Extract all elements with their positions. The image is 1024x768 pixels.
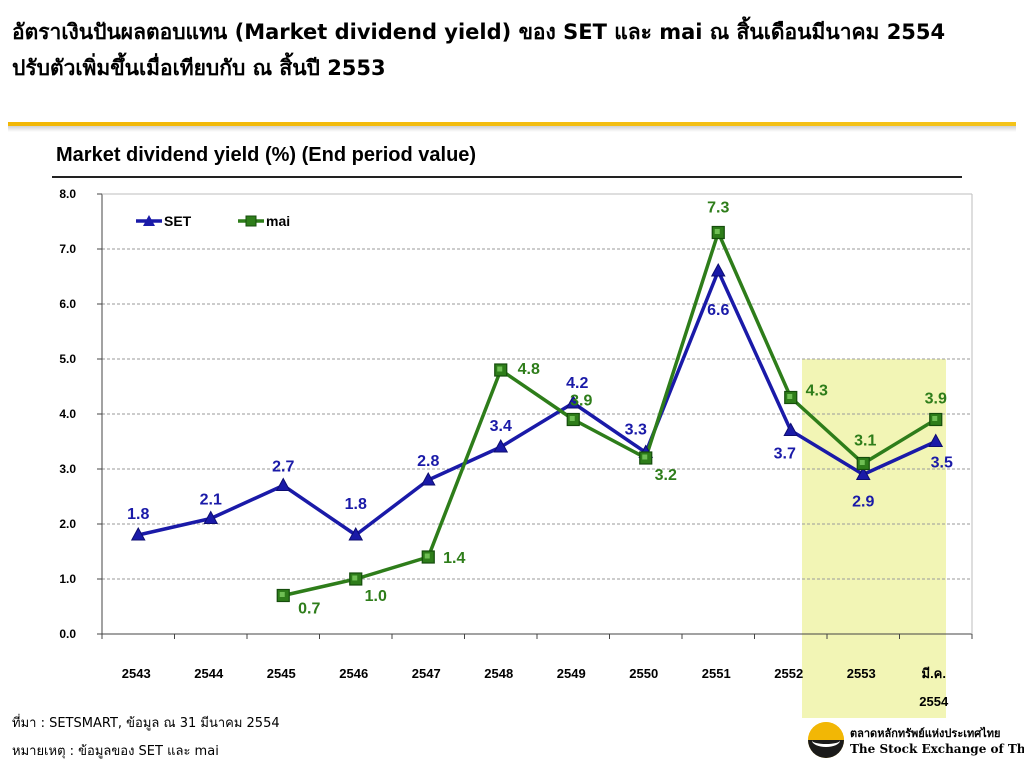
mai-point-marker-highlight — [787, 394, 793, 399]
set-data-label: 1.8 — [345, 496, 367, 513]
set-point-marker — [130, 526, 146, 541]
mai-data-label: 4.8 — [518, 361, 540, 378]
mai-point-marker-highlight — [642, 454, 648, 460]
set-logo-emblem-icon — [808, 722, 844, 758]
mai-data-label: 4.3 — [806, 383, 828, 400]
set-data-label: 3.3 — [625, 422, 647, 439]
x-tick-label: 2549 — [557, 666, 586, 681]
set-point-marker — [783, 422, 799, 436]
mai-point-marker-highlight — [424, 553, 430, 559]
set-point-marker — [348, 526, 364, 541]
mai-data-label: 3.9 — [570, 393, 592, 410]
set-data-label: 3.4 — [490, 418, 512, 435]
set-point-marker — [493, 438, 509, 453]
set-data-label: 2.8 — [417, 453, 439, 470]
set-data-label: 3.5 — [931, 455, 953, 472]
x-tick-label: 2553 — [847, 666, 876, 681]
set-data-label: 3.7 — [774, 446, 796, 463]
mai-data-label: 0.7 — [298, 601, 320, 618]
set-logo: ตลาดหลักทรัพย์แห่งประเทศไทย The Stock Ex… — [808, 718, 1024, 766]
mai-point-marker-highlight — [497, 366, 503, 372]
y-tick-label: 3.0 — [59, 462, 76, 476]
y-tick-label: 0.0 — [59, 627, 76, 641]
x-tick-label: มี.ค. 2554 — [919, 666, 949, 709]
y-tick-label: 1.0 — [59, 572, 76, 586]
x-tick-label: 2546 — [339, 666, 368, 681]
set-point-marker — [855, 466, 871, 480]
y-tick-label: 7.0 — [59, 242, 76, 256]
mai-point-marker-highlight — [352, 575, 358, 581]
legend-marker-set — [143, 215, 155, 226]
mai-data-label: 3.1 — [854, 433, 876, 450]
set-point-marker — [275, 477, 291, 491]
series-line-mai — [282, 230, 937, 598]
mai-data-label: 7.3 — [707, 200, 729, 217]
mai-data-label: 3.2 — [655, 467, 677, 484]
mai-point-marker-highlight — [279, 592, 285, 597]
set-point-marker — [928, 433, 944, 447]
set-data-label: 2.1 — [200, 492, 222, 509]
set-point-marker — [420, 471, 436, 486]
mai-data-label: 1.0 — [365, 588, 387, 605]
y-tick-label: 4.0 — [59, 407, 76, 421]
x-tick-label: 2543 — [122, 666, 151, 681]
set-data-label: 2.7 — [272, 459, 294, 476]
mai-point-marker-highlight — [569, 416, 575, 421]
headline-divider-shadow — [8, 126, 1016, 132]
x-tick-label: 2550 — [629, 666, 658, 681]
mai-point-marker-highlight — [714, 229, 720, 234]
set-data-label: 1.8 — [127, 506, 149, 523]
x-tick-label: 2552 — [774, 666, 803, 681]
series-line-set — [137, 269, 937, 537]
set-point-marker — [565, 394, 581, 409]
source-note: ที่มา : SETSMART, ข้อมูล ณ 31 มีนาคม 255… — [12, 716, 280, 731]
headline-divider — [8, 122, 1016, 126]
remark-note: หมายเหตุ : ข้อมูลของ SET และ mai — [12, 744, 219, 759]
set-data-label: 4.2 — [566, 375, 588, 392]
logo-thai-name: ตลาดหลักทรัพย์แห่งประเทศไทย — [850, 727, 1001, 740]
y-tick-label: 5.0 — [59, 352, 76, 366]
highlight-band — [802, 359, 946, 718]
mai-point-marker-highlight — [932, 416, 938, 421]
legend-marker-mai — [245, 215, 257, 227]
mai-point-marker-highlight — [859, 460, 865, 465]
x-tick-label: 2544 — [194, 666, 224, 681]
y-tick-label: 6.0 — [59, 297, 76, 311]
x-tick-label: 2547 — [412, 666, 441, 681]
y-tick-label: 8.0 — [59, 187, 76, 201]
headline-line-2: ปรับตัวเพิ่มขึ้นเมื่อเทียบกับ ณ สิ้นปี 2… — [12, 56, 386, 80]
slide-headline: อัตราเงินปันผลตอบแทน (Market dividend yi… — [12, 14, 1012, 86]
x-tick-label: 2545 — [267, 666, 296, 681]
set-point-marker — [710, 262, 726, 277]
y-tick-label: 2.0 — [59, 517, 76, 531]
set-data-label: 6.6 — [707, 302, 729, 319]
set-data-label: 2.9 — [852, 494, 874, 511]
mai-data-label: 1.4 — [443, 550, 465, 567]
chart-title: Market dividend yield (%) (End period va… — [56, 144, 477, 166]
chart-title-underline — [52, 176, 962, 178]
legend-label-mai: mai — [266, 213, 290, 229]
logo-english-name: The Stock Exchange of Thailand — [850, 742, 1024, 756]
x-tick-label: 2548 — [484, 666, 513, 681]
set-point-marker — [203, 510, 219, 524]
headline-line-1: อัตราเงินปันผลตอบแทน (Market dividend yi… — [12, 20, 946, 44]
legend-label-set: SET — [164, 213, 192, 229]
mai-data-label: 3.9 — [925, 391, 947, 408]
x-tick-label: 2551 — [702, 666, 731, 681]
